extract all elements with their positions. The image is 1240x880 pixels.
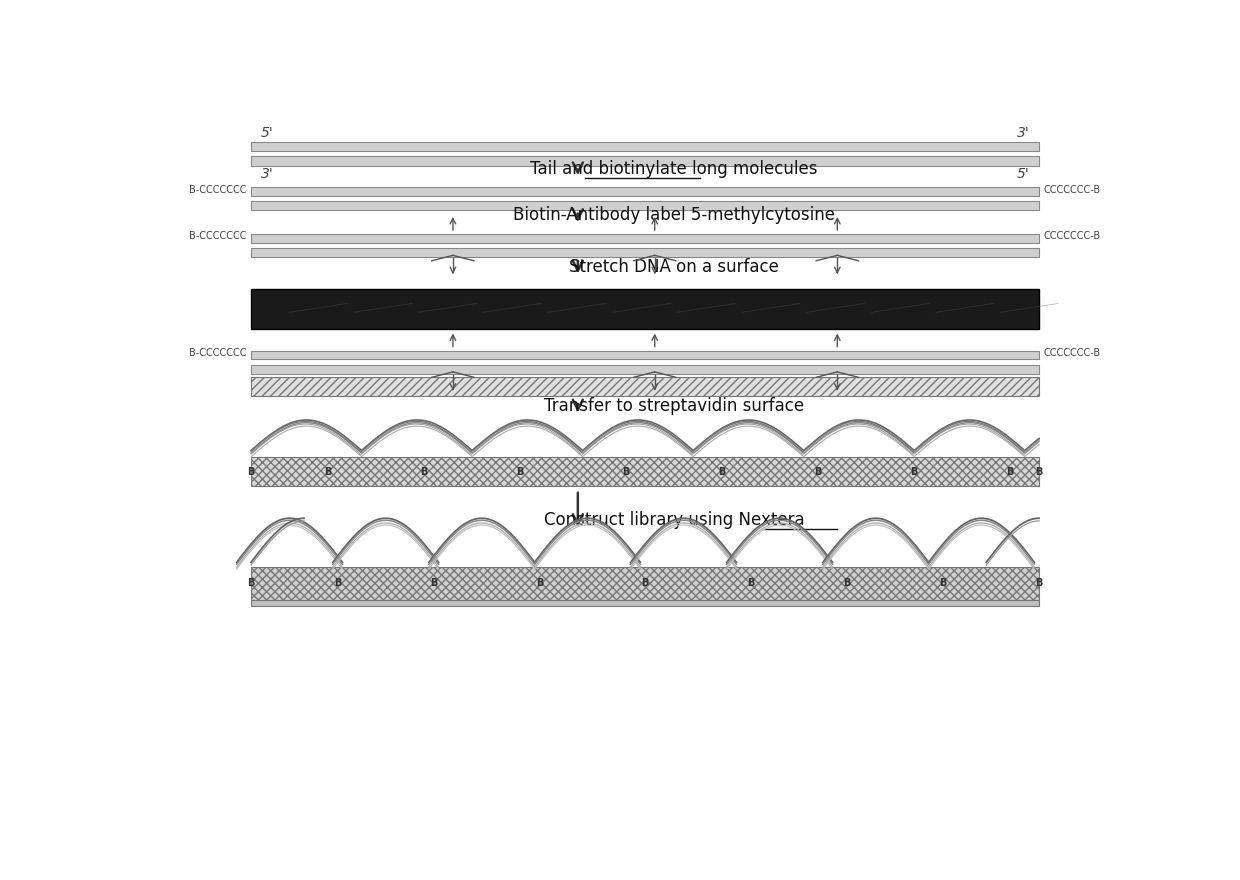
Bar <box>250 289 1039 329</box>
Text: B-CCCCCCC: B-CCCCCCC <box>188 231 247 241</box>
Text: B: B <box>248 578 254 589</box>
Bar <box>250 187 1039 196</box>
Bar <box>250 599 1039 606</box>
Text: 3': 3' <box>1017 126 1029 140</box>
Text: 5': 5' <box>1017 167 1029 181</box>
Text: B: B <box>517 466 523 476</box>
Text: CCCCCCC-B: CCCCCCC-B <box>1044 348 1101 358</box>
Bar <box>250 142 1039 151</box>
Bar <box>250 567 1039 599</box>
Text: B: B <box>536 578 543 589</box>
Bar <box>250 234 1039 243</box>
Text: B-CCCCCCC: B-CCCCCCC <box>188 348 247 358</box>
Text: B: B <box>1035 578 1043 589</box>
Text: B: B <box>1035 466 1043 476</box>
Text: B: B <box>1007 466 1014 476</box>
Text: 3': 3' <box>260 167 274 181</box>
Text: B: B <box>430 578 438 589</box>
Text: B: B <box>718 466 725 476</box>
Bar <box>250 458 1039 486</box>
Text: B: B <box>843 578 851 589</box>
Text: Tail and biotinylate long molecules: Tail and biotinylate long molecules <box>531 160 817 179</box>
Text: B-CCCCCCC: B-CCCCCCC <box>188 185 247 194</box>
Text: B: B <box>910 466 918 476</box>
Text: B: B <box>622 466 630 476</box>
Bar <box>250 157 1039 166</box>
Text: 5': 5' <box>260 126 274 140</box>
Bar <box>250 350 1039 359</box>
Text: Construct library using Nextera: Construct library using Nextera <box>543 511 805 529</box>
Text: CCCCCCC-B: CCCCCCC-B <box>1044 231 1101 241</box>
Text: CCCCCCC-B: CCCCCCC-B <box>1044 185 1101 194</box>
Text: Biotin-Antibody label 5-methylcytosine: Biotin-Antibody label 5-methylcytosine <box>513 207 835 224</box>
Text: B: B <box>748 578 754 589</box>
Bar <box>250 365 1039 374</box>
Text: B: B <box>815 466 822 476</box>
Bar <box>250 377 1039 396</box>
Text: B: B <box>248 466 254 476</box>
Bar <box>250 201 1039 209</box>
Bar <box>250 248 1039 257</box>
Text: B: B <box>420 466 428 476</box>
Text: Transfer to streptavidin surface: Transfer to streptavidin surface <box>544 398 804 415</box>
Text: B: B <box>334 578 341 589</box>
Text: B: B <box>940 578 946 589</box>
Text: Stretch DNA on a surface: Stretch DNA on a surface <box>569 258 779 275</box>
Text: B: B <box>641 578 649 589</box>
Text: B: B <box>325 466 331 476</box>
